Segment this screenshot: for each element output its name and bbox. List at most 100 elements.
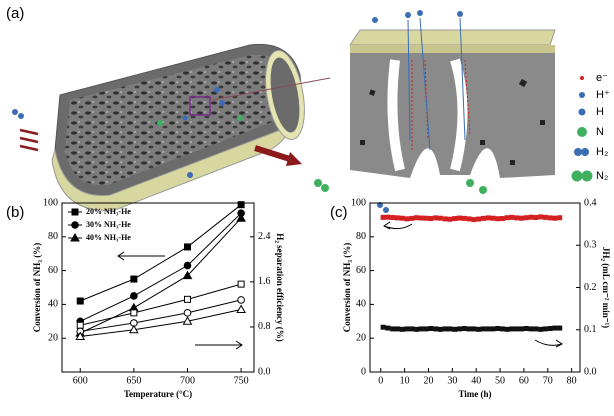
legend-label: 20% NH₃-He xyxy=(86,207,131,216)
marker xyxy=(476,326,482,332)
marker xyxy=(456,326,462,332)
marker xyxy=(236,304,246,313)
marker xyxy=(490,326,496,332)
series-line xyxy=(80,299,242,332)
marker xyxy=(447,216,453,222)
legend-marker xyxy=(71,221,79,229)
marker xyxy=(409,215,415,221)
marker xyxy=(523,325,529,331)
y2-tick-label: 0.2 xyxy=(584,282,597,293)
marker xyxy=(519,215,525,221)
marker xyxy=(380,214,386,220)
x-tick-label: 20 xyxy=(423,375,433,386)
x-tick-label: 10 xyxy=(400,375,410,386)
x-tick-label: 60 xyxy=(519,375,529,386)
legend-label: e⁻ xyxy=(596,72,608,84)
marker xyxy=(485,326,491,332)
y-axis-label: Conversion of NH₃ (%) xyxy=(32,243,42,332)
marker xyxy=(433,326,439,332)
series-line xyxy=(80,283,242,326)
marker xyxy=(509,214,515,220)
marker xyxy=(442,216,448,222)
marker xyxy=(528,214,534,220)
marker xyxy=(399,215,405,221)
x-axis-label: Temperature (°C) xyxy=(124,389,192,399)
marker xyxy=(461,325,467,331)
marker xyxy=(495,216,501,222)
x-tick-label: 30 xyxy=(447,375,457,386)
marker xyxy=(183,309,192,317)
y-tick-label: 0 xyxy=(361,366,366,377)
legend-marker xyxy=(71,208,79,216)
marker xyxy=(452,326,458,332)
panel-label: (c) xyxy=(330,204,348,221)
marker xyxy=(547,215,553,221)
y2-tick-label: 1.6 xyxy=(258,276,271,287)
marker xyxy=(76,321,84,329)
marker xyxy=(452,216,458,222)
marker xyxy=(385,214,391,220)
marker xyxy=(418,215,424,221)
marker xyxy=(236,213,246,222)
marker xyxy=(557,325,563,331)
y-tick-label: 20 xyxy=(356,332,366,343)
marker xyxy=(528,326,534,332)
marker xyxy=(533,326,539,332)
marker xyxy=(466,216,472,222)
marker xyxy=(514,215,520,221)
marker xyxy=(466,326,472,332)
marker xyxy=(523,215,529,221)
y-tick-label: 40 xyxy=(356,299,366,310)
marker xyxy=(428,216,434,222)
marker xyxy=(542,326,548,332)
marker xyxy=(130,309,138,317)
marker xyxy=(538,326,544,332)
marker xyxy=(399,326,405,332)
marker xyxy=(409,326,415,332)
marker xyxy=(447,326,453,332)
marker xyxy=(237,280,245,288)
x-tick-label: 50 xyxy=(495,375,505,386)
series-line xyxy=(80,308,242,338)
marker xyxy=(437,215,443,221)
series-line xyxy=(80,204,242,302)
y-tick-label: 20 xyxy=(48,332,58,343)
panel-label: (a) xyxy=(6,5,24,22)
marker xyxy=(130,275,138,283)
membrane-illustration xyxy=(349,10,556,213)
marker xyxy=(490,215,496,221)
marker xyxy=(404,216,410,222)
legend-label: 40% NH₃-He xyxy=(86,233,131,242)
legend-label: N₂ xyxy=(596,170,608,182)
y-axis-label: Conversion of NH₃ (%) xyxy=(342,243,352,332)
x-tick-label: 40 xyxy=(471,375,481,386)
legend-label: N xyxy=(596,126,604,138)
y2-tick-label: 0.0 xyxy=(584,366,597,377)
x-tick-label: 80 xyxy=(567,375,577,386)
marker xyxy=(183,243,191,251)
marker xyxy=(390,215,396,221)
marker xyxy=(552,325,558,331)
marker xyxy=(557,215,563,221)
marker xyxy=(504,326,510,332)
marker xyxy=(414,326,420,332)
y2-tick-label: 0.3 xyxy=(584,240,597,251)
x-tick-label: 600 xyxy=(73,375,88,386)
marker xyxy=(76,297,84,305)
marker xyxy=(495,325,501,331)
y-tick-label: 60 xyxy=(356,265,366,276)
marker xyxy=(183,261,192,270)
marker xyxy=(418,326,424,332)
marker xyxy=(499,326,505,332)
marker xyxy=(456,215,462,221)
marker xyxy=(394,215,400,221)
marker xyxy=(476,216,482,222)
y2-axis-label: H₂ separation efficiency (%) xyxy=(275,233,285,341)
marker xyxy=(509,326,515,332)
marker xyxy=(471,217,477,223)
marker xyxy=(394,326,400,332)
y2-tick-label: 0.4 xyxy=(584,197,597,208)
marker xyxy=(433,215,439,221)
marker xyxy=(471,326,477,332)
